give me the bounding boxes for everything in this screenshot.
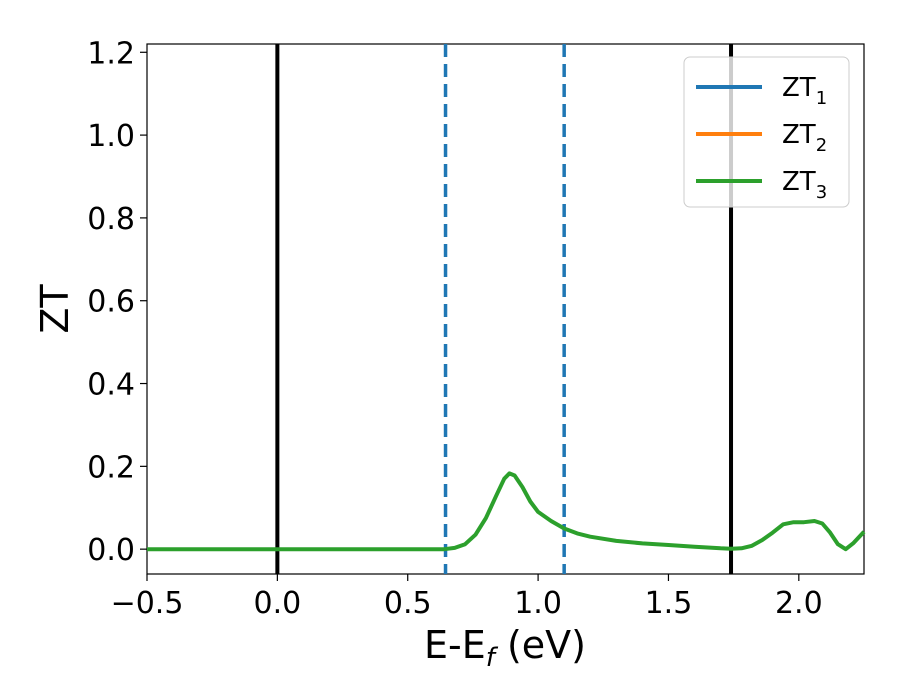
y-tick-label: 0.6 bbox=[87, 285, 135, 320]
legend-box bbox=[683, 56, 850, 208]
series-line-3 bbox=[147, 471, 866, 552]
legend: ZT1 ZT2 ZT3 bbox=[683, 56, 850, 208]
x-tick-label: 1.5 bbox=[645, 586, 693, 621]
legend-label-2: ZT2 bbox=[782, 120, 827, 156]
y-tick-label: 0.2 bbox=[87, 450, 135, 485]
y-axis-label: ZT bbox=[33, 284, 77, 334]
x-axis-label: E-Ef (eV) bbox=[424, 623, 586, 673]
plot-frame bbox=[146, 43, 865, 575]
x-tick-label: 2.0 bbox=[775, 586, 823, 621]
x-tick-label: 0.5 bbox=[384, 586, 432, 621]
y-tick-label: 0.8 bbox=[87, 202, 135, 237]
x-tick-label: 1.0 bbox=[514, 586, 562, 621]
legend-label-3: ZT3 bbox=[782, 167, 827, 203]
legend-label-1: ZT1 bbox=[782, 73, 827, 109]
y-tick-label: 1.0 bbox=[87, 119, 135, 154]
y-tick-label: 1.2 bbox=[87, 36, 135, 71]
y-tick-label: 0.4 bbox=[87, 368, 135, 403]
y-tick-label: 0.0 bbox=[87, 533, 135, 568]
x-tick-label: 0.0 bbox=[254, 586, 302, 621]
x-tick-label: −0.5 bbox=[111, 586, 184, 621]
